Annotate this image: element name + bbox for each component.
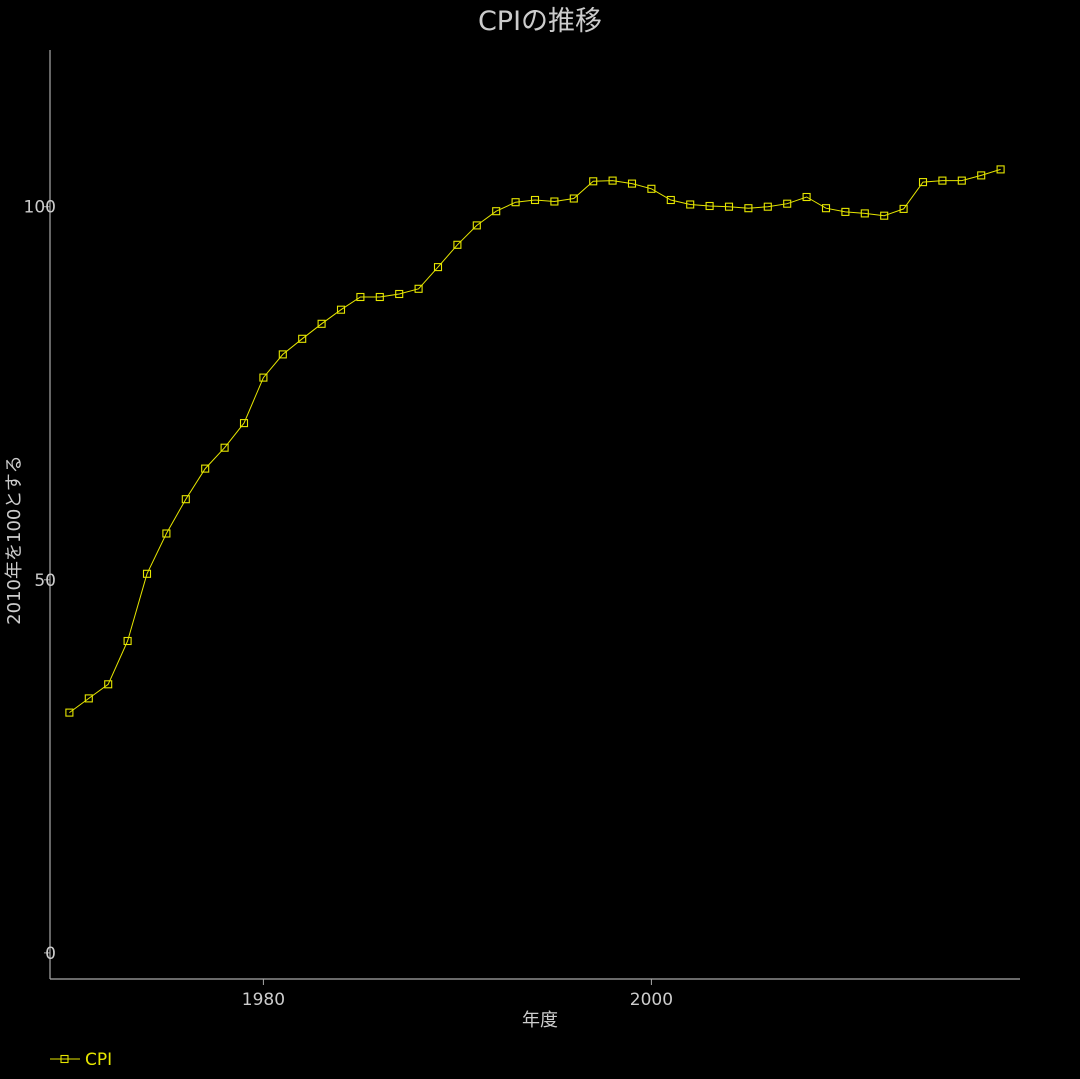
data-point[interactable]	[181, 495, 190, 504]
data-point[interactable]	[744, 204, 753, 213]
data-point[interactable]	[356, 292, 365, 302]
data-point[interactable]	[763, 202, 772, 211]
chart-title: CPIの推移	[478, 6, 602, 37]
y-axis-label: 2010年を100とする	[4, 455, 25, 625]
data-point[interactable]	[433, 263, 443, 272]
data-point[interactable]	[414, 284, 423, 293]
data-point[interactable]	[317, 319, 326, 328]
data-point[interactable]	[453, 240, 462, 249]
data-point[interactable]	[278, 350, 287, 359]
data-point[interactable]	[201, 464, 210, 473]
x-ticks: 1980 2000	[242, 979, 673, 1010]
data-point[interactable]	[65, 708, 74, 717]
legend[interactable]: CPI	[50, 1050, 112, 1070]
data-point[interactable]	[259, 373, 268, 382]
data-point[interactable]	[860, 209, 869, 218]
data-point[interactable]	[899, 204, 908, 213]
data-point[interactable]	[239, 419, 249, 428]
data-point[interactable]	[511, 198, 520, 207]
data-point[interactable]	[841, 207, 850, 216]
series-layer	[65, 165, 1005, 717]
data-point[interactable]	[880, 211, 889, 220]
data-point[interactable]	[492, 207, 501, 216]
data-point[interactable]	[724, 202, 734, 211]
data-point[interactable]	[298, 334, 307, 343]
y-tick-label: 50	[34, 571, 56, 591]
data-point[interactable]	[783, 199, 792, 208]
x-tick-label: 2000	[630, 990, 673, 1010]
data-point[interactable]	[821, 204, 831, 213]
data-point[interactable]	[530, 195, 540, 205]
data-point[interactable]	[608, 176, 617, 185]
data-point[interactable]	[996, 165, 1005, 174]
series-line-cpi	[69, 168, 1001, 714]
data-point[interactable]	[395, 289, 404, 299]
data-point[interactable]	[162, 529, 171, 538]
y-ticks: 0 50 100	[24, 198, 56, 964]
data-point[interactable]	[977, 171, 986, 180]
y-tick-label: 0	[45, 944, 56, 964]
x-tick-label: 1980	[242, 990, 285, 1010]
data-point[interactable]	[589, 177, 598, 186]
data-point[interactable]	[84, 694, 93, 703]
data-point[interactable]	[123, 636, 132, 646]
data-point[interactable]	[666, 195, 675, 205]
legend-label: CPI	[85, 1050, 112, 1070]
data-point[interactable]	[802, 192, 811, 202]
data-point[interactable]	[550, 197, 559, 206]
x-axis-label: 年度	[522, 1010, 558, 1031]
data-point[interactable]	[938, 176, 947, 185]
data-point[interactable]	[957, 176, 966, 185]
data-point[interactable]	[142, 569, 152, 578]
data-point[interactable]	[705, 201, 714, 211]
data-point[interactable]	[686, 200, 695, 209]
data-point[interactable]	[627, 179, 637, 188]
data-point[interactable]	[375, 292, 384, 302]
data-point[interactable]	[647, 184, 656, 193]
data-point[interactable]	[104, 680, 113, 689]
y-tick-label: 100	[24, 198, 56, 218]
data-point[interactable]	[336, 305, 346, 314]
data-point[interactable]	[472, 221, 481, 230]
data-point[interactable]	[569, 194, 578, 203]
legend-marker-swatch	[60, 1054, 69, 1064]
data-point[interactable]	[918, 178, 928, 187]
data-point[interactable]	[220, 443, 229, 452]
